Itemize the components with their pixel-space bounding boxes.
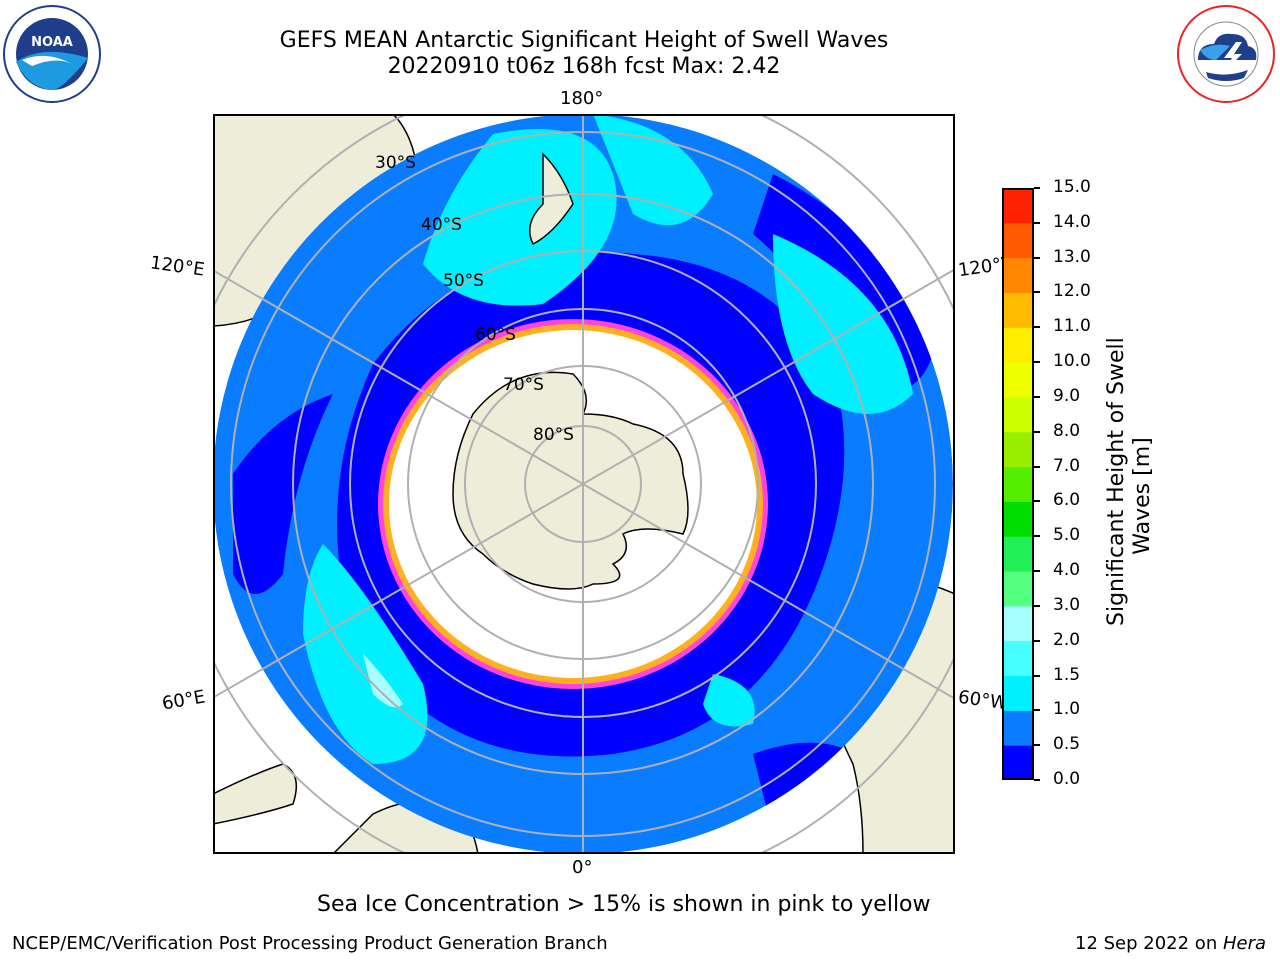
sea-ice-note: Sea Ice Concentration > 15% is shown in … — [317, 892, 931, 917]
parallel-label-30s: 30°S — [375, 153, 416, 173]
colorbar-segment — [1002, 292, 1034, 328]
colorbar-tick-label: 5.0 — [1053, 525, 1081, 546]
meridian-label-120e: 120°E — [148, 252, 206, 281]
high-swell-area-3 — [773, 234, 913, 414]
colorbar-tick-mark — [1034, 709, 1040, 712]
colorbar-tick-label: 4.0 — [1053, 560, 1081, 581]
colorbar-tick-label: 0.0 — [1053, 769, 1081, 789]
colorbar-segment — [1002, 536, 1034, 572]
colorbar-tick-mark — [1034, 674, 1040, 677]
polar-map: 30°S 40°S 50°S 60°S 70°S 80°S — [213, 114, 955, 854]
colorbar-tick-label: 11.0 — [1053, 316, 1091, 337]
colorbar-tick-label: 2.0 — [1053, 629, 1081, 650]
colorbar-tick-mark — [1034, 395, 1040, 398]
chart-subtitle: 20220910 t06z 168h fcst Max: 2.42 — [387, 54, 781, 79]
high-swell-area-6 — [703, 674, 755, 727]
map-frame — [213, 114, 955, 854]
noaa-logo: NOAA — [2, 4, 102, 104]
colorbar-tick-mark — [1034, 535, 1040, 538]
colorbar-segment — [1002, 571, 1034, 607]
colorbar-segment — [1002, 222, 1034, 259]
antarctica-land — [452, 371, 689, 590]
colorbar-tick-mark — [1034, 639, 1040, 642]
parallel-label-40s: 40°S — [421, 215, 462, 235]
meridian-label-bottom: 0° — [572, 857, 593, 878]
colorbar-tick-mark — [1034, 430, 1040, 433]
colorbar-segment — [1002, 431, 1034, 468]
colorbar-segment — [1002, 257, 1034, 293]
colorbar-tick-mark — [1034, 291, 1040, 294]
colorbar-tick-mark — [1034, 256, 1040, 259]
colorbar-tick-label: 15.0 — [1053, 177, 1091, 197]
high-swell-area-5 — [363, 654, 403, 708]
colorbar-tick-label: 1.0 — [1053, 699, 1081, 720]
nws-logo — [1176, 4, 1276, 104]
colorbar-tick-mark — [1034, 361, 1040, 364]
new-zealand-land — [528, 152, 574, 246]
colorbar-tick-label: 3.0 — [1053, 594, 1081, 615]
parallel-label-50s: 50°S — [443, 271, 484, 291]
meridian-label-top: 180° — [560, 88, 604, 109]
colorbar-title: Significant Height of Swell Waves [m] — [1104, 337, 1155, 626]
parallel-label-80s: 80°S — [533, 425, 574, 445]
colorbar-tick-mark — [1034, 187, 1040, 189]
colorbar-tick-mark — [1034, 326, 1040, 329]
chart-title: GEFS MEAN Antarctic Significant Height o… — [279, 28, 889, 53]
colorbar-tick-label: 14.0 — [1053, 211, 1091, 232]
colorbar-segment — [1002, 640, 1034, 677]
high-swell-area-2 — [593, 114, 713, 226]
colorbar-segment — [1002, 466, 1034, 502]
high-swell-area-1 — [423, 129, 617, 306]
colorbar-tick-label: 0.5 — [1053, 734, 1081, 755]
footer-machine: Hera — [1222, 933, 1266, 954]
parallel-label-60s: 60°S — [475, 325, 516, 345]
colorbar-segment — [1002, 605, 1034, 642]
colorbar-segment — [1002, 396, 1034, 433]
colorbar-segment — [1002, 745, 1034, 780]
colorbar-tick-label: 7.0 — [1053, 455, 1081, 476]
noaa-logo-text: NOAA — [31, 35, 73, 50]
footer-left: NCEP/EMC/Verification Post Processing Pr… — [12, 933, 608, 954]
graticule — [213, 114, 955, 854]
colorbar-tick-label: 12.0 — [1053, 281, 1091, 302]
colorbar-tick-label: 6.0 — [1053, 490, 1081, 511]
colorbar-tick-label: 10.0 — [1053, 351, 1091, 372]
madagascar-land — [213, 763, 298, 825]
colorbar-tick-mark — [1034, 500, 1040, 503]
footer-right: 12 Sep 2022 on Hera — [1075, 933, 1266, 954]
parallel-label-70s: 70°S — [503, 375, 544, 395]
colorbar-tick-label: 1.5 — [1053, 664, 1081, 685]
colorbar-segment — [1002, 327, 1034, 363]
colorbar-tick-mark — [1034, 744, 1040, 747]
meridian-line — [213, 269, 955, 700]
meridian-label-60e: 60°E — [160, 686, 207, 715]
colorbar-tick-mark — [1034, 465, 1040, 468]
footer-date: 12 Sep 2022 on — [1075, 933, 1223, 954]
colorbar-tick-mark — [1034, 221, 1040, 224]
mid-swell-patch-1 — [233, 394, 333, 594]
colorbar-tick-label: 8.0 — [1053, 420, 1081, 441]
colorbar-tick-mark — [1034, 779, 1040, 781]
colorbar-tick-label: 13.0 — [1053, 246, 1091, 267]
colorbar-segment — [1002, 188, 1034, 224]
high-swell-area-4 — [303, 544, 428, 764]
colorbar-segment — [1002, 675, 1034, 711]
colorbar-segment — [1002, 710, 1034, 746]
colorbar-tick-mark — [1034, 604, 1040, 607]
colorbar-tick-label: 9.0 — [1053, 385, 1081, 406]
colorbar-segment — [1002, 501, 1034, 537]
colorbar-tick-mark — [1034, 570, 1040, 573]
colorbar — [1002, 188, 1034, 780]
colorbar-segment — [1002, 362, 1034, 398]
colorbar-border — [1002, 188, 1034, 780]
